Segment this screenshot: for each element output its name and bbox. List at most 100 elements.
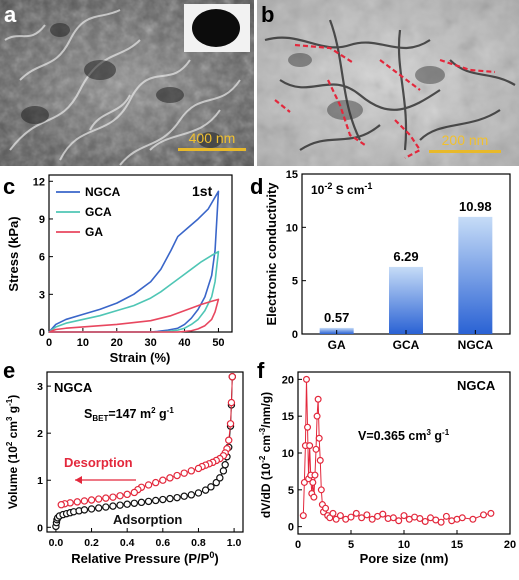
data-point-desorption (228, 373, 237, 381)
data-point-desorption (166, 474, 174, 482)
data-point-ngca (347, 513, 355, 521)
bar-gca (389, 266, 423, 334)
x-axis-label-f: Pore size (nm) (360, 551, 449, 566)
data-point-desorption (87, 496, 96, 504)
data-point-ngca (469, 515, 477, 523)
data-point-ngca (311, 471, 319, 479)
scalebar-b (429, 150, 501, 153)
y-tick-label: 3 (39, 289, 45, 301)
x-tick-label: 0.8 (191, 537, 206, 549)
x-axis-label-c: Strain (%) (110, 350, 171, 365)
data-point-ngca (315, 434, 323, 442)
data-point-adsorption (159, 495, 167, 504)
panel-label-e: e (3, 358, 15, 383)
data-point-adsorption (94, 504, 103, 512)
data-point-adsorption (144, 497, 153, 506)
panel-label-b: b (261, 2, 274, 27)
data-point-desorption (187, 467, 196, 475)
y-axis-label-f: dV/dD (10-2 cm-3/nm/g) (258, 392, 273, 518)
data-point-adsorption (173, 493, 181, 502)
desorption-label: Desorption (64, 455, 133, 470)
data-point-adsorption (212, 478, 220, 487)
series-line-gca (48, 250, 220, 333)
panel-label-a: a (4, 2, 17, 27)
bar-value-label: 6.29 (393, 249, 418, 264)
data-point-ngca (368, 515, 376, 523)
y-tick-label: 9 (39, 214, 45, 226)
scalebar-label-b: 200 nm (442, 132, 489, 148)
y-tick-label: 5 (288, 485, 294, 497)
panel-c-stress-strain: c 0 10 20 30 40 50 0 3 6 9 12 Strain (%) Stress (k… (3, 174, 233, 365)
data-point-adsorption (201, 486, 210, 494)
data-point-ngca (416, 515, 424, 523)
x-tick-label: 15 (451, 539, 463, 551)
data-point-adsorption (187, 491, 196, 499)
scalebar-a (178, 148, 246, 151)
data-point-desorption (173, 471, 181, 480)
data-point-ngca (310, 493, 318, 501)
data-point-ngca (300, 478, 308, 486)
desorption-arrow (75, 476, 136, 484)
data-point-ngca (395, 517, 403, 525)
data-point-desorption (194, 464, 203, 473)
panel-f-pore-size: f 0 5 10 15 20 0 5 10 15 20 Pore size (nm) dV/dD … (257, 358, 516, 566)
x-tick-label: 20 (504, 539, 516, 551)
x-tick-label: 0.6 (156, 537, 171, 549)
data-point-desorption (116, 492, 124, 500)
data-point-adsorption (207, 483, 215, 491)
data-point-desorption (151, 478, 160, 487)
data-point-adsorption (194, 489, 203, 497)
y-tick-label: 6 (39, 252, 45, 264)
sbet-annotation: SBET=147 m2 g-1 (84, 406, 174, 423)
x-category-label: GCA (393, 338, 420, 352)
y-tick-label: 12 (33, 176, 45, 188)
data-point-desorption (144, 481, 153, 489)
y-tick-label: 0 (37, 522, 43, 534)
x-tick-label: 20 (111, 337, 123, 349)
x-tick-label: 0.4 (120, 537, 135, 549)
data-point-desorption (109, 493, 117, 501)
data-point-adsorption (80, 506, 89, 514)
data-point-desorption (130, 488, 139, 497)
data-point-adsorption (180, 492, 188, 500)
unit-label-d: 10-2 S cm-1 (311, 181, 372, 197)
x-tick-label: 10 (77, 337, 89, 349)
volume-annotation: V=0.365 cm3 g-1 (358, 428, 450, 443)
data-point-adsorption (109, 502, 117, 510)
data-point-desorption (123, 490, 131, 499)
scalebar-label-a: 400 nm (189, 130, 236, 146)
data-point-desorption (225, 436, 233, 444)
y-tick-label: 10 (286, 222, 298, 234)
data-point-ngca (480, 511, 488, 519)
data-point-ngca (458, 514, 466, 522)
x-tick-label: 0 (46, 337, 52, 349)
x-tick-label: 0 (295, 539, 301, 551)
data-point-adsorption (221, 461, 229, 469)
x-category-label: NGCA (458, 338, 494, 352)
x-tick-label: 10 (398, 539, 410, 551)
data-point-adsorption (102, 503, 110, 511)
y-tick-label: 10 (282, 448, 294, 460)
y-tick-label: 15 (286, 169, 298, 181)
panel-a-sem-image: a 400 nm (0, 0, 254, 166)
data-point-ngca (336, 512, 344, 520)
y-axis-label-c: Stress (kPa) (6, 216, 21, 291)
y-tick-label: 5 (292, 276, 298, 288)
y-tick-label: 0 (288, 522, 294, 534)
panel-label-c: c (3, 174, 15, 199)
y-tick-label: 20 (282, 374, 294, 386)
data-point-ngca (306, 442, 314, 450)
title-f: NGCA (457, 378, 496, 393)
data-point-ngca (379, 510, 387, 518)
data-point-ngca (442, 512, 450, 520)
data-point-ngca (316, 456, 324, 464)
data-point-desorption (226, 420, 235, 428)
data-point-ngca (389, 514, 397, 522)
data-point-adsorption (216, 474, 224, 482)
series-line-ngca (302, 379, 492, 523)
data-point-adsorption (87, 505, 96, 513)
x-tick-label: 0.0 (49, 537, 64, 549)
data-point-ngca (358, 514, 366, 522)
data-point-adsorption (116, 501, 124, 509)
y-tick-label: 1 (37, 475, 43, 487)
